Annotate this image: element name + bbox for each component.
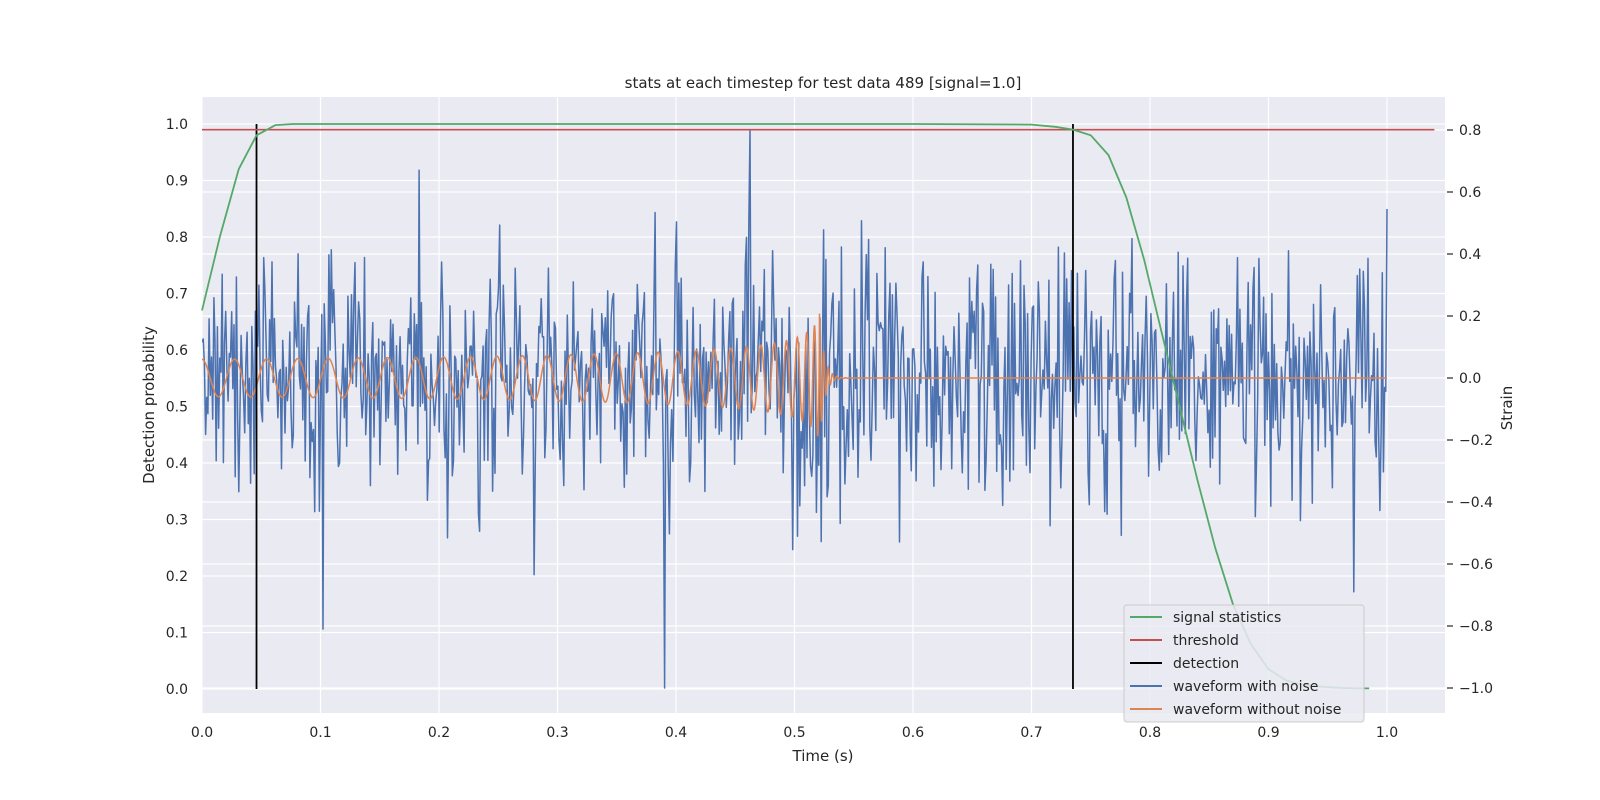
y2-tick-label: −0.4 — [1459, 495, 1493, 511]
y-tick-label: 0.7 — [166, 287, 188, 303]
y-tick-label: 0.9 — [166, 174, 188, 190]
x-tick-label: 0.6 — [902, 725, 924, 741]
y2-tick-label: −0.2 — [1459, 433, 1493, 449]
y-tick-label: 0.5 — [166, 400, 188, 416]
y2-tick-label: 0.6 — [1459, 185, 1481, 201]
legend-item-threshold: threshold — [1130, 633, 1239, 649]
x-tick-label: 0.4 — [665, 725, 687, 741]
x-axis-label: Time (s) — [792, 747, 854, 765]
legend-label: waveform without noise — [1173, 702, 1341, 718]
legend-box — [1123, 604, 1365, 723]
y2-tick-labels: −1.0 −0.8 −0.6 −0.4 −0.2 0.0 0.2 0.4 0.6 0.8 — [1447, 123, 1493, 697]
y-tick-label: 0.1 — [166, 626, 188, 642]
x-tick-labels: 0.0 0.1 0.2 0.3 0.4 0.5 0.6 0.7 0.8 0.9 1.0 — [191, 725, 1398, 741]
y-tick-label: 0.4 — [166, 456, 188, 472]
legend-label: waveform with noise — [1173, 679, 1318, 695]
y-tick-labels: 0.0 0.1 0.2 0.3 0.4 0.5 0.6 0.7 0.8 0.9 1.0 — [166, 117, 188, 698]
y2-tick-label: −0.8 — [1459, 619, 1493, 635]
y2-tick-label: 0.4 — [1459, 247, 1481, 263]
legend-label: threshold — [1173, 633, 1239, 649]
x-tick-label: 0.0 — [191, 725, 213, 741]
y2-tick-label: −1.0 — [1459, 681, 1493, 697]
y-tick-label: 0.3 — [166, 513, 188, 529]
chart-title: stats at each timestep for test data 489… — [625, 74, 1022, 92]
y-tick-label: 0.6 — [166, 343, 188, 359]
x-tick-label: 0.3 — [546, 725, 568, 741]
legend: signal statistics threshold detection wa… — [1123, 604, 1365, 723]
legend-item-detection: detection — [1130, 656, 1239, 672]
y-axis-label: Detection probability — [140, 326, 158, 484]
legend-label: signal statistics — [1173, 610, 1281, 626]
y2-tick-label: −0.6 — [1459, 557, 1493, 573]
x-tick-label: 0.1 — [309, 725, 331, 741]
y-tick-label: 0.8 — [166, 230, 188, 246]
x-tick-label: 0.9 — [1257, 725, 1279, 741]
legend-item-waveform-with-noise: waveform with noise — [1130, 679, 1318, 695]
y2-tick-label: 0.0 — [1459, 371, 1481, 387]
y-tick-label: 1.0 — [166, 117, 188, 133]
x-tick-label: 1.0 — [1376, 725, 1398, 741]
series-waveform-without-noise — [202, 313, 1387, 437]
y2-tick-label: 0.8 — [1459, 123, 1481, 139]
legend-label: detection — [1173, 656, 1239, 672]
x-tick-label: 0.8 — [1139, 725, 1161, 741]
y2-tick-label: 0.2 — [1459, 309, 1481, 325]
legend-item-signal-statistics: signal statistics — [1130, 610, 1281, 626]
x-tick-label: 0.2 — [428, 725, 450, 741]
legend-item-waveform-without-noise: waveform without noise — [1130, 702, 1341, 718]
y2-axis-label: Strain — [1498, 386, 1516, 430]
x-tick-label: 0.5 — [783, 725, 805, 741]
x-tick-label: 0.7 — [1020, 725, 1042, 741]
y-tick-label: 0.0 — [166, 682, 188, 698]
y-tick-label: 0.2 — [166, 569, 188, 585]
